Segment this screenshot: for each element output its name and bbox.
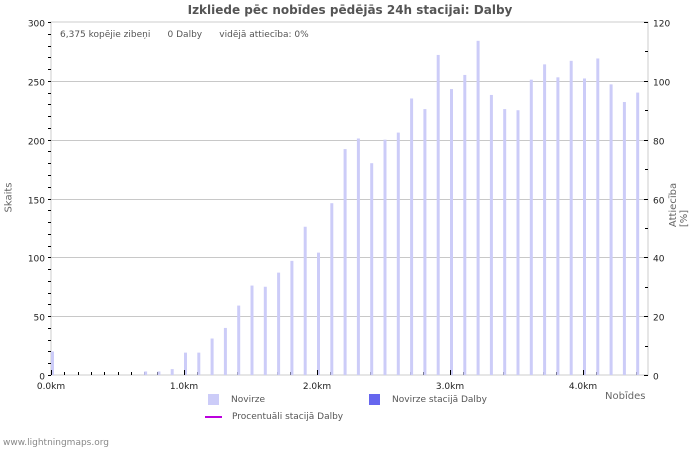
x-axis-label: Nobīdes xyxy=(605,391,646,402)
bar-novirze xyxy=(596,58,600,376)
right-tick-label: 60 xyxy=(653,197,665,207)
stats-line: 6,375 kopējie zibeņi 0 Dalby vidējā atti… xyxy=(60,30,309,40)
left-tick-label: 50 xyxy=(34,314,46,324)
left-tick-label: 300 xyxy=(28,20,45,30)
right-axis-label: Attiecība [%] xyxy=(668,182,691,228)
bar-novirze xyxy=(503,109,507,375)
left-tick-label: 100 xyxy=(28,255,45,265)
bar-novirze xyxy=(184,352,187,375)
bar-novirze xyxy=(303,226,307,375)
bar-novirze xyxy=(609,84,613,375)
x-tick-label: 0.0km xyxy=(37,382,65,392)
right-tick-label: 80 xyxy=(653,138,665,148)
bar-novirze xyxy=(223,327,227,375)
bar-novirze xyxy=(410,98,414,375)
bar-novirze xyxy=(636,92,640,375)
bar-novirze xyxy=(237,305,241,375)
bar-novirze xyxy=(51,351,54,375)
plot-frame xyxy=(50,21,649,376)
bar-novirze xyxy=(383,139,387,375)
left-tick-label: 250 xyxy=(28,79,45,89)
bar-novirze xyxy=(263,286,267,375)
legend-line-swatch xyxy=(205,416,222,418)
bar-novirze xyxy=(556,77,560,375)
bar-novirze xyxy=(529,79,533,375)
left-axis-label: Skaits xyxy=(3,182,15,213)
bar-novirze xyxy=(489,94,493,375)
bar-novirze xyxy=(343,149,347,375)
bar-novirze xyxy=(396,132,400,375)
bar-novirze xyxy=(543,64,547,376)
bar-novirze xyxy=(370,163,374,375)
right-tick-label: 120 xyxy=(653,20,670,30)
bar-novirze xyxy=(170,369,174,375)
legend-novirze-station[interactable]: Novirze stacijā Dalby xyxy=(369,394,487,405)
legend-novirze[interactable]: Novirze xyxy=(208,394,265,405)
bar-novirze xyxy=(476,40,480,376)
legend-swatch-dark xyxy=(369,394,380,405)
bar-novirze xyxy=(290,260,294,375)
bar-novirze xyxy=(330,203,334,375)
legend-percent-station[interactable]: Procentuāli stacijā Dalby xyxy=(205,412,343,422)
bar-novirze xyxy=(144,371,148,375)
bar-novirze xyxy=(436,54,440,376)
x-tick-label: 3.0km xyxy=(436,382,464,392)
bar-novirze xyxy=(250,285,254,375)
bar-novirze xyxy=(463,74,467,375)
right-tick-label: 100 xyxy=(653,79,670,89)
x-tick-label: 2.0km xyxy=(303,382,331,392)
right-tick-label: 40 xyxy=(653,255,665,265)
bar-novirze xyxy=(516,110,520,375)
bar-novirze xyxy=(197,352,201,375)
x-tick-label: 4.0km xyxy=(569,382,597,392)
stats-station: 0 Dalby xyxy=(167,30,203,40)
right-tick-label: 20 xyxy=(653,314,665,324)
bar-novirze xyxy=(317,252,320,375)
bar-novirze xyxy=(277,272,281,375)
bar-novirze xyxy=(210,338,214,375)
footer-link[interactable]: www.lightningmaps.org xyxy=(3,438,109,448)
stats-total: 6,375 kopējie zibeņi xyxy=(60,30,151,40)
bar-novirze xyxy=(157,371,161,375)
legend-label: Procentuāli stacijā Dalby xyxy=(232,412,344,422)
left-tick-label: 0 xyxy=(39,373,45,383)
bar-novirze xyxy=(423,109,427,375)
stats-ratio: vidējā attiecība: 0% xyxy=(219,30,309,40)
chart-title: Izkliede pēc nobīdes pēdējās 24h stacija… xyxy=(187,3,513,17)
x-tick-label: 1.0km xyxy=(170,382,198,392)
bar-novirze xyxy=(583,78,586,375)
left-tick-label: 200 xyxy=(28,138,45,148)
legend-label: Novirze stacijā Dalby xyxy=(392,394,487,405)
bar-novirze xyxy=(450,89,453,375)
legend-label: Novirze xyxy=(231,394,266,405)
left-tick-label: 150 xyxy=(28,197,45,207)
legend-swatch-light xyxy=(208,394,219,405)
right-tick-label: 0 xyxy=(653,373,659,383)
bar-novirze xyxy=(622,102,626,375)
bar-novirze xyxy=(569,60,573,376)
bar-novirze xyxy=(356,138,360,375)
